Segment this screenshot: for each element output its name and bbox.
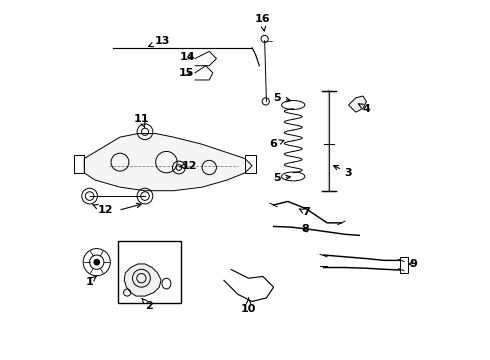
Text: 2: 2 xyxy=(142,298,152,311)
Text: 6: 6 xyxy=(270,139,284,149)
Text: 8: 8 xyxy=(302,224,310,234)
PathPatch shape xyxy=(124,264,161,296)
Bar xyxy=(400,257,408,273)
Text: 3: 3 xyxy=(334,166,352,178)
Text: 12: 12 xyxy=(93,204,113,215)
Text: 16: 16 xyxy=(254,14,270,31)
Text: 5: 5 xyxy=(273,93,291,103)
Text: 7: 7 xyxy=(299,207,310,217)
Text: 10: 10 xyxy=(241,298,256,314)
PathPatch shape xyxy=(348,96,367,112)
Bar xyxy=(118,241,181,303)
Text: 15: 15 xyxy=(178,68,194,78)
Text: 13: 13 xyxy=(148,36,171,47)
Text: 11: 11 xyxy=(134,114,149,127)
PathPatch shape xyxy=(84,134,252,191)
Text: 5: 5 xyxy=(273,173,290,183)
Text: 12: 12 xyxy=(179,161,197,171)
Text: 1: 1 xyxy=(86,276,97,287)
Text: 4: 4 xyxy=(359,104,370,113)
Text: 9: 9 xyxy=(409,259,417,269)
Circle shape xyxy=(94,259,99,265)
Text: 14: 14 xyxy=(180,52,196,62)
